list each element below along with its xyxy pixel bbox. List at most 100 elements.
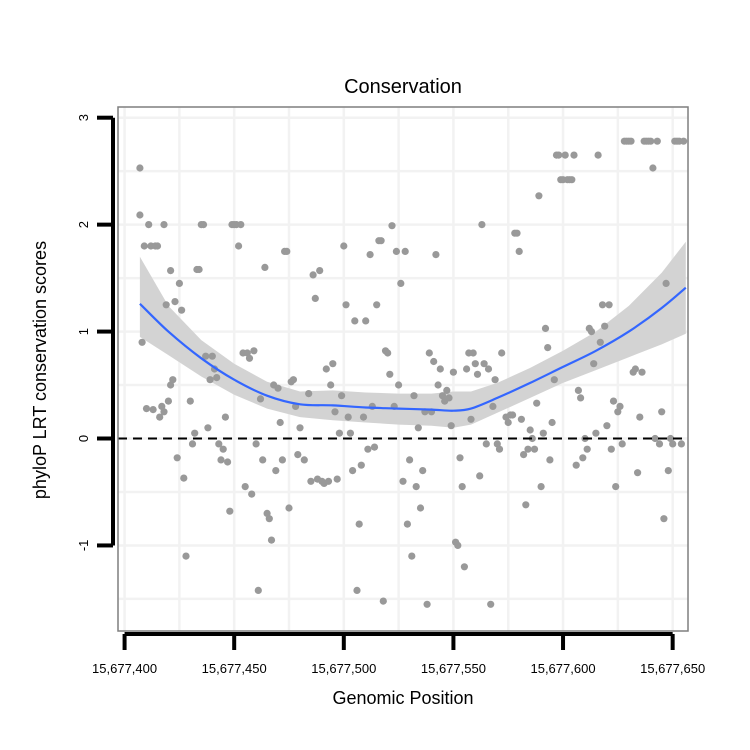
data-point — [680, 137, 688, 145]
data-point — [285, 504, 293, 512]
data-point — [180, 474, 188, 482]
data-point — [213, 374, 221, 382]
smooth-line — [139, 286, 687, 412]
data-point — [188, 440, 197, 448]
data-point — [658, 408, 666, 416]
data-point — [574, 386, 583, 394]
data-point — [366, 251, 374, 259]
data-point — [364, 445, 372, 453]
data-point — [460, 563, 468, 571]
data-point — [607, 445, 615, 453]
data-point — [373, 301, 381, 309]
data-point — [267, 536, 276, 544]
x-tick-label: 15,677,400 — [92, 661, 157, 676]
x-axis-label: Genomic Position — [332, 688, 473, 708]
data-point — [344, 413, 352, 421]
data-point — [353, 586, 361, 595]
data-point — [208, 352, 216, 360]
data-point — [149, 406, 157, 414]
data-point — [219, 445, 227, 453]
data-point — [349, 467, 357, 475]
data-point — [609, 397, 618, 405]
data-point — [169, 376, 177, 384]
data-point — [498, 349, 506, 357]
points-group — [136, 137, 688, 608]
data-point — [388, 222, 396, 230]
data-point — [539, 429, 547, 437]
x-tick-label: 15,677,650 — [640, 661, 705, 676]
data-point — [254, 586, 262, 595]
data-point — [605, 301, 613, 309]
data-point — [241, 483, 249, 491]
data-point — [160, 221, 168, 229]
data-point — [432, 251, 440, 259]
data-point — [153, 242, 162, 250]
data-point — [664, 467, 672, 475]
data-point — [526, 426, 534, 434]
data-point — [412, 483, 420, 491]
data-point — [162, 301, 170, 309]
x-tick-label: 15,677,600 — [530, 661, 595, 676]
data-point — [248, 490, 256, 498]
data-point — [178, 306, 186, 314]
y-tick-label: 2 — [76, 221, 91, 228]
grid — [118, 107, 688, 631]
data-point — [447, 422, 455, 430]
data-point — [458, 483, 466, 491]
data-point — [204, 424, 212, 432]
data-point — [322, 365, 330, 373]
data-point — [401, 247, 409, 255]
y-tick-label: 1 — [76, 328, 91, 335]
data-point — [362, 317, 370, 325]
data-point — [175, 279, 183, 287]
data-point — [136, 211, 144, 219]
data-point — [662, 279, 670, 287]
data-point — [392, 247, 400, 255]
data-point — [419, 467, 427, 475]
data-point — [491, 376, 499, 384]
data-point — [377, 237, 385, 245]
data-point — [666, 434, 675, 443]
panel-frame — [117, 106, 689, 632]
x-tick-label: 15,677,450 — [202, 661, 267, 676]
data-point — [138, 338, 146, 346]
data-point — [434, 381, 442, 389]
data-point — [612, 483, 620, 491]
data-point — [544, 344, 552, 352]
data-point — [601, 322, 609, 330]
data-point — [495, 445, 504, 453]
data-point — [484, 365, 493, 373]
data-point — [478, 221, 486, 229]
data-point — [513, 229, 521, 237]
data-point — [436, 365, 444, 373]
data-point — [142, 405, 151, 413]
data-point — [346, 429, 354, 437]
data-point — [191, 429, 199, 437]
data-point — [294, 451, 302, 459]
data-point — [533, 399, 541, 407]
data-point — [473, 370, 482, 378]
data-point — [592, 429, 600, 437]
data-point — [167, 267, 175, 275]
chart-title: Conservation — [344, 76, 462, 98]
data-point — [199, 221, 208, 229]
data-point — [476, 472, 484, 480]
data-point — [594, 151, 602, 159]
smooth-line-group — [139, 286, 687, 412]
y-tick-label: 3 — [76, 114, 91, 121]
y-tick-label: -1 — [76, 540, 91, 552]
data-point — [300, 456, 308, 464]
data-point — [627, 137, 635, 145]
data-point — [530, 445, 539, 453]
data-point — [408, 552, 416, 560]
data-point — [504, 418, 512, 427]
data-point — [311, 294, 319, 302]
data-point — [522, 501, 530, 509]
data-point — [570, 151, 578, 159]
data-point — [140, 242, 148, 250]
data-point — [561, 151, 569, 159]
data-point — [443, 386, 451, 394]
data-point — [445, 394, 453, 402]
data-point — [202, 352, 210, 360]
data-point — [307, 477, 315, 485]
